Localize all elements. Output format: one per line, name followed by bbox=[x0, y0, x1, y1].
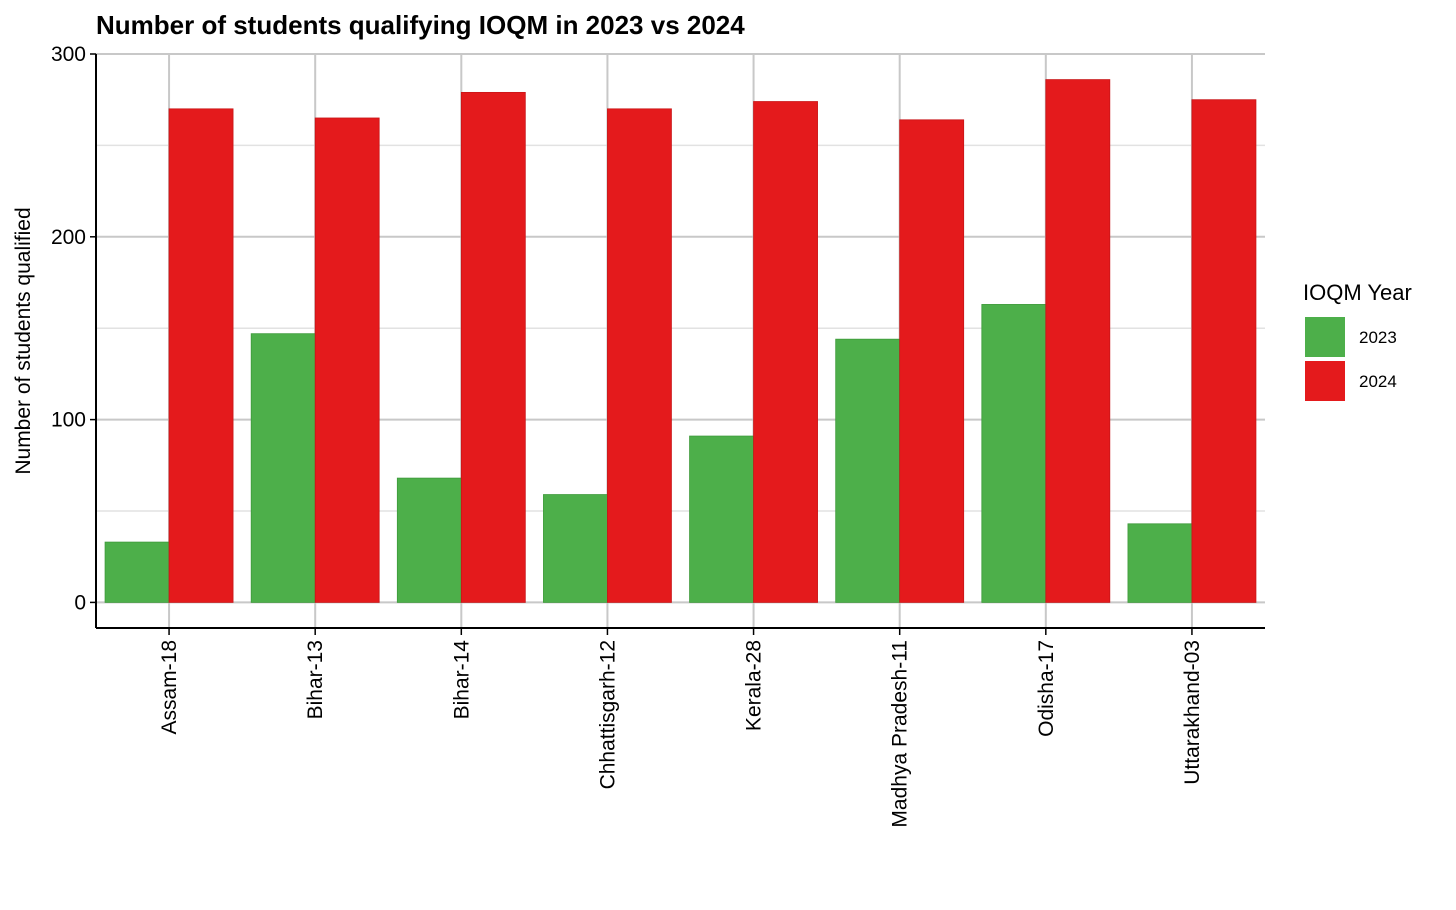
bars bbox=[104, 79, 1257, 603]
axes bbox=[95, 54, 1265, 629]
legend-title: IOQM Year bbox=[1303, 280, 1412, 305]
x-tick-label: Madhya Pradesh-11 bbox=[889, 640, 912, 828]
legend-swatch-2023 bbox=[1305, 317, 1345, 357]
x-tick-label: Uttarakhand-03 bbox=[1181, 640, 1204, 785]
legend-swatch-2024 bbox=[1305, 361, 1345, 401]
y-axis-title: Number of students qualified bbox=[12, 207, 35, 474]
bar-2024-odisha-17 bbox=[1045, 79, 1111, 603]
x-tick-label: Kerala-28 bbox=[743, 640, 766, 731]
bar-2023-assam-18 bbox=[104, 541, 170, 603]
y-tick-label: 100 bbox=[51, 409, 86, 432]
y-tick-labels: 0 100 200 300 bbox=[51, 43, 96, 614]
y-tick-label: 300 bbox=[51, 43, 86, 66]
chart-title: Number of students qualifying IOQM in 20… bbox=[96, 10, 745, 40]
bar-2023-bihar-14 bbox=[396, 477, 462, 603]
y-tick-label: 200 bbox=[51, 226, 86, 249]
bar-2024-madhya-pradesh-11 bbox=[899, 119, 965, 603]
x-tick-label: Assam-18 bbox=[158, 640, 181, 735]
x-tick-labels: Assam-18 Bihar-13 Bihar-14 Chhattisgarh-12 K… bbox=[158, 628, 1204, 828]
bar-2023-madhya-pradesh-11 bbox=[835, 338, 901, 603]
bar-2023-odisha-17 bbox=[981, 304, 1047, 603]
x-tick-label: Bihar-13 bbox=[304, 640, 327, 719]
bar-2023-uttarakhand-03 bbox=[1127, 523, 1193, 603]
bar-2023-chhattisgarh-12 bbox=[543, 494, 608, 603]
bar-2024-uttarakhand-03 bbox=[1191, 99, 1257, 603]
x-tick-label: Bihar-14 bbox=[450, 640, 473, 720]
y-tick-label: 0 bbox=[74, 591, 86, 614]
bar-2023-kerala-28 bbox=[689, 435, 754, 603]
bar-2024-bihar-14 bbox=[460, 91, 526, 603]
x-tick-label: Chhattisgarh-12 bbox=[596, 640, 619, 789]
x-tick-label: Odisha-17 bbox=[1035, 640, 1058, 737]
bar-2024-kerala-28 bbox=[753, 101, 818, 603]
bar-2023-bihar-13 bbox=[250, 333, 316, 603]
legend-label-2023: 2023 bbox=[1359, 328, 1397, 347]
legend-label-2024: 2024 bbox=[1359, 372, 1397, 391]
bar-2024-assam-18 bbox=[168, 108, 234, 603]
legend: IOQM Year 2023 2024 bbox=[1303, 280, 1412, 401]
bar-2024-bihar-13 bbox=[314, 117, 380, 603]
bar-2024-chhattisgarh-12 bbox=[607, 108, 672, 603]
